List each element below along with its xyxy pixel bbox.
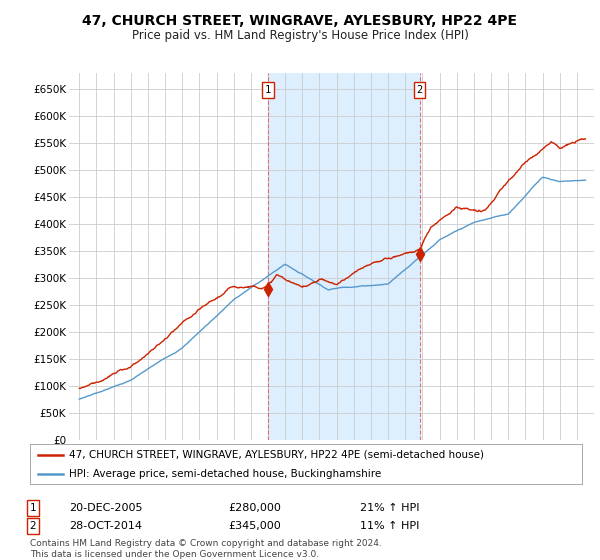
Text: 47, CHURCH STREET, WINGRAVE, AYLESBURY, HP22 4PE: 47, CHURCH STREET, WINGRAVE, AYLESBURY, … [83, 14, 517, 28]
Text: 20-DEC-2005: 20-DEC-2005 [69, 503, 143, 513]
Text: £280,000: £280,000 [228, 503, 281, 513]
Text: Price paid vs. HM Land Registry's House Price Index (HPI): Price paid vs. HM Land Registry's House … [131, 29, 469, 42]
Text: 1: 1 [29, 503, 37, 513]
Text: 21% ↑ HPI: 21% ↑ HPI [360, 503, 419, 513]
Text: 2: 2 [416, 85, 422, 95]
Text: £345,000: £345,000 [228, 521, 281, 531]
Text: 47, CHURCH STREET, WINGRAVE, AYLESBURY, HP22 4PE (semi-detached house): 47, CHURCH STREET, WINGRAVE, AYLESBURY, … [68, 450, 484, 460]
Text: 28-OCT-2014: 28-OCT-2014 [69, 521, 142, 531]
Text: 2: 2 [29, 521, 37, 531]
Text: HPI: Average price, semi-detached house, Buckinghamshire: HPI: Average price, semi-detached house,… [68, 469, 381, 479]
Bar [268, 73, 419, 440]
Text: 11% ↑ HPI: 11% ↑ HPI [360, 521, 419, 531]
Text: Contains HM Land Registry data © Crown copyright and database right 2024.
This d: Contains HM Land Registry data © Crown c… [30, 539, 382, 559]
Text: 1: 1 [265, 85, 271, 95]
